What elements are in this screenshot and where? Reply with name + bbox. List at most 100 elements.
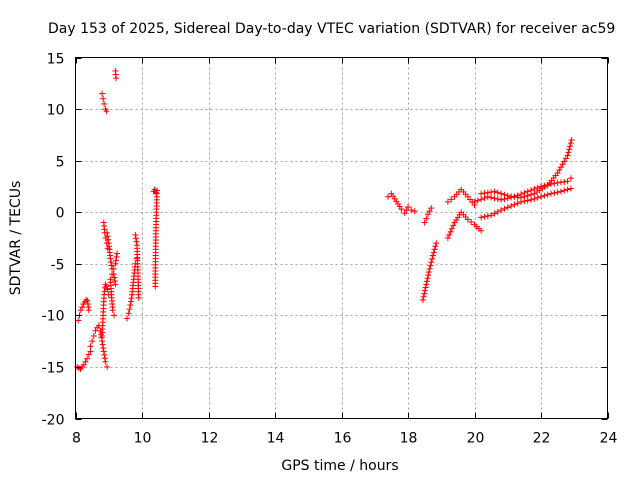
- data-point: [128, 295, 135, 302]
- x-tick-label: 8: [72, 431, 81, 447]
- data-point: [112, 260, 119, 267]
- y-tick-label: -20: [42, 413, 65, 429]
- data-point: [101, 100, 108, 107]
- data-point: [132, 235, 139, 242]
- x-tick-label: 24: [600, 431, 618, 447]
- data-point: [100, 95, 107, 102]
- data-point: [422, 284, 429, 291]
- x-axis-label: GPS time / hours: [281, 458, 398, 474]
- data-point: [82, 358, 89, 365]
- y-tick-label: -15: [42, 361, 65, 377]
- series-c21: [478, 137, 575, 201]
- data-point: [528, 196, 535, 203]
- data-point: [524, 192, 531, 199]
- data-point: [80, 361, 87, 368]
- data-point: [103, 283, 110, 290]
- data-point: [541, 192, 548, 199]
- data-point: [511, 193, 518, 200]
- data-point: [398, 206, 405, 213]
- data-point: [514, 200, 521, 207]
- data-point: [111, 274, 118, 281]
- series-c9: [109, 250, 121, 278]
- data-point: [423, 281, 430, 288]
- data-point: [109, 307, 116, 314]
- data-point: [566, 143, 573, 150]
- data-point: [133, 238, 140, 245]
- data-point: [113, 253, 120, 260]
- data-point: [498, 207, 505, 214]
- data-point: [385, 193, 392, 200]
- data-point: [494, 196, 501, 203]
- series-c1: [74, 348, 94, 372]
- data-point: [448, 196, 455, 203]
- data-point: [508, 193, 515, 200]
- data-point: [100, 348, 107, 355]
- data-point: [427, 262, 434, 269]
- data-point: [104, 229, 111, 236]
- data-point: [420, 293, 427, 300]
- data-point: [501, 205, 508, 212]
- data-point: [126, 306, 133, 313]
- x-tick-label: 14: [267, 431, 285, 447]
- chart-title: Day 153 of 2025, Sidereal Day-to-day VTE…: [48, 21, 615, 37]
- data-point: [450, 222, 457, 229]
- data-point: [124, 315, 131, 322]
- data-point: [101, 351, 108, 358]
- data-point: [478, 190, 485, 197]
- data-point: [426, 265, 433, 272]
- data-point: [87, 348, 94, 355]
- data-point: [132, 231, 139, 238]
- data-point: [501, 191, 508, 198]
- data-point: [534, 194, 541, 201]
- series-c13: [150, 186, 160, 290]
- data-point: [421, 287, 428, 294]
- data-point: [494, 189, 501, 196]
- y-tick-label: 15: [47, 52, 65, 68]
- y-tick-labels: -20 -15 -10 -5 0 5 10 15: [42, 52, 65, 429]
- data-point: [425, 272, 432, 279]
- data-point: [508, 203, 515, 210]
- y-tick-label: -10: [42, 309, 65, 325]
- series-c17: [444, 209, 485, 241]
- data-point: [447, 228, 454, 235]
- data-point: [538, 193, 544, 200]
- data-point: [428, 259, 435, 266]
- x-tick-labels: 8 10 12 14 16 18 20 22 24: [72, 431, 617, 447]
- data-point: [75, 317, 82, 324]
- axis-ticks: [75, 57, 609, 420]
- y-tick-label: 5: [56, 155, 65, 171]
- data-point: [84, 355, 91, 362]
- y-axis-label: SDTVAR / TECUs: [8, 181, 24, 296]
- data-point: [561, 187, 568, 194]
- x-tick-label: 12: [201, 431, 219, 447]
- series-c10: [112, 67, 120, 82]
- data-point: [114, 250, 121, 257]
- data-point: [567, 185, 574, 192]
- data-point: [431, 246, 438, 253]
- data-point: [488, 212, 495, 219]
- data-point: [564, 152, 571, 159]
- data-point: [564, 178, 571, 185]
- data-point: [484, 189, 491, 196]
- data-point: [544, 191, 551, 198]
- data-points: [74, 67, 575, 372]
- data-point: [79, 304, 86, 311]
- data-point: [464, 216, 471, 223]
- data-point: [528, 191, 535, 198]
- data-point: [488, 189, 495, 196]
- data-point: [478, 214, 485, 221]
- data-point: [100, 345, 107, 352]
- data-point: [478, 196, 485, 203]
- x-tick-label: 22: [533, 431, 551, 447]
- data-point: [547, 190, 554, 197]
- data-point: [87, 343, 94, 350]
- series-c12: [132, 231, 142, 301]
- data-point: [401, 210, 408, 217]
- data-point: [127, 298, 134, 305]
- y-tick-label: 0: [56, 206, 65, 222]
- data-point: [531, 195, 538, 202]
- data-point: [101, 355, 108, 362]
- data-point: [135, 294, 142, 301]
- data-point: [494, 208, 501, 215]
